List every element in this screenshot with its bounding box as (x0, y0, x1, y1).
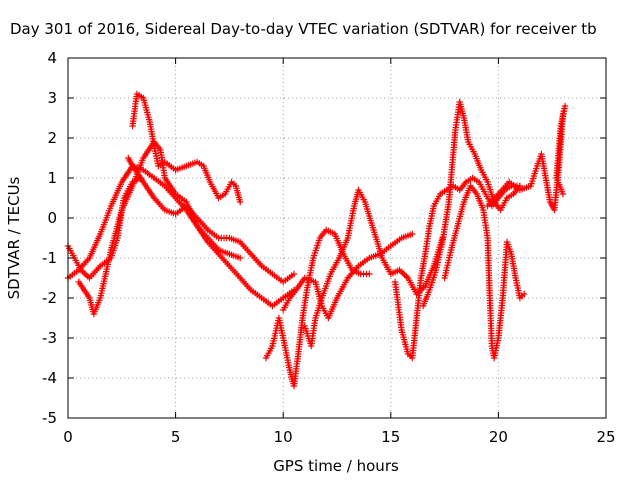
x-tick-label: 25 (596, 428, 615, 446)
x-tick-label: 10 (274, 428, 293, 446)
y-tick-label: 4 (47, 49, 57, 67)
x-tick-label: 15 (381, 428, 400, 446)
y-tick-label: 1 (47, 169, 57, 187)
y-axis-label: SDTVAR / TECUs (5, 176, 23, 299)
y-tick-label: 0 (47, 209, 57, 227)
y-tick-label: -1 (42, 249, 57, 267)
plot-frame (67, 57, 607, 419)
x-tick-label: 0 (63, 428, 73, 446)
y-tick-label: 3 (47, 89, 57, 107)
series-markers-sat-10 (441, 182, 528, 362)
chart-title: Day 301 of 2016, Sidereal Day-to-day VTE… (10, 20, 597, 38)
series-markers-sat-9 (419, 98, 524, 310)
series-markers-sat-2 (75, 138, 244, 318)
y-tick-label: 2 (47, 129, 57, 147)
x-axis-label: GPS time / hours (273, 457, 399, 475)
y-tick-label: -4 (42, 369, 57, 387)
y-tick-label: -3 (42, 329, 57, 347)
x-tick-label: 20 (489, 428, 508, 446)
y-tick-label: -5 (42, 409, 57, 427)
y-tick-label: -2 (42, 289, 57, 307)
x-tick-label: 5 (171, 428, 181, 446)
series-markers-sat-11 (484, 102, 569, 214)
series-markers-sat-3 (129, 90, 244, 206)
series-markers-sat-7 (301, 186, 446, 350)
